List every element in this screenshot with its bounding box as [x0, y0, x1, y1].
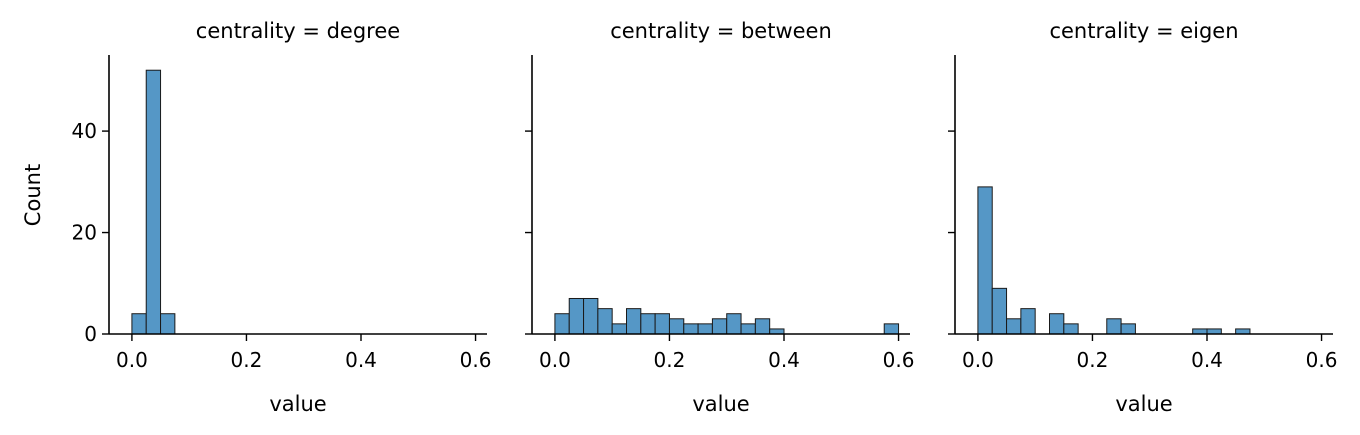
- histogram-bar: [160, 313, 176, 335]
- histogram-bar: [1106, 318, 1122, 335]
- y-tick-label: 40: [72, 119, 97, 143]
- histogram-bar: [597, 308, 613, 335]
- y-axis-label: Count: [21, 164, 45, 226]
- histogram-bar: [554, 313, 570, 335]
- x-tick-label: 0.2: [231, 348, 263, 372]
- histogram-bar: [611, 323, 627, 335]
- histogram-bar: [726, 313, 742, 335]
- histogram-bar: [697, 323, 713, 335]
- x-axis-label: value: [692, 392, 749, 416]
- histogram-bar: [1006, 318, 1022, 335]
- histogram-bar: [1120, 323, 1136, 335]
- histogram-bar: [754, 318, 771, 335]
- x-axis-label: value: [1115, 392, 1172, 416]
- histogram-bar: [1020, 308, 1036, 335]
- histogram-bar: [131, 313, 147, 335]
- y-tick-label: 0: [84, 322, 97, 346]
- histogram-bar: [654, 313, 670, 335]
- panel-title: centrality = between: [610, 19, 832, 43]
- x-tick-label: 0.2: [654, 348, 686, 372]
- histogram-bar: [711, 318, 728, 335]
- x-tick-label: 0.4: [345, 348, 377, 372]
- histogram-bar: [640, 313, 656, 335]
- histogram-bar: [1049, 313, 1065, 335]
- histogram-bar: [683, 323, 699, 335]
- histogram-bar: [740, 323, 756, 335]
- histogram-bar: [626, 308, 642, 335]
- panel-title: centrality = degree: [196, 19, 400, 43]
- y-tick-label: 20: [72, 221, 97, 245]
- x-tick-label: 0.2: [1077, 348, 1109, 372]
- histogram-bar: [145, 69, 162, 335]
- panel-title: centrality = eigen: [1049, 19, 1238, 43]
- histogram-bar: [977, 186, 993, 335]
- histogram-bar: [991, 287, 1008, 335]
- x-tick-label: 0.6: [460, 348, 492, 372]
- x-tick-label: 0.0: [539, 348, 571, 372]
- x-tick-label: 0.4: [768, 348, 800, 372]
- x-axis-label: value: [269, 392, 326, 416]
- histogram-bar: [1063, 323, 1079, 335]
- x-tick-label: 0.6: [1306, 348, 1338, 372]
- histogram-bar: [883, 323, 900, 335]
- x-tick-label: 0.6: [883, 348, 915, 372]
- histogram-bar: [568, 297, 585, 335]
- x-tick-label: 0.0: [116, 348, 148, 372]
- histogram-bar: [668, 318, 685, 335]
- histogram-bar: [583, 297, 599, 335]
- x-tick-label: 0.4: [1191, 348, 1223, 372]
- x-tick-label: 0.0: [962, 348, 994, 372]
